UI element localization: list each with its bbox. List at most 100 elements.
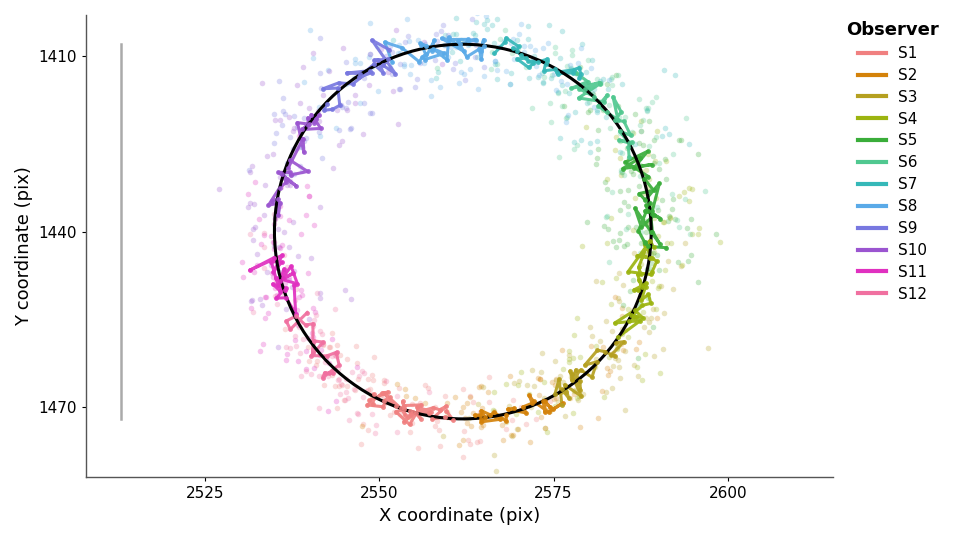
Point: [558, 411, 573, 420]
Point: [635, 281, 650, 289]
Point: [582, 147, 597, 156]
Point: [532, 374, 547, 383]
Point: [422, 76, 438, 85]
Point: [390, 49, 405, 57]
Point: [590, 102, 606, 110]
Point: [293, 348, 308, 357]
Point: [423, 46, 439, 55]
Point: [511, 42, 526, 51]
Point: [315, 373, 330, 382]
Point: [627, 110, 642, 118]
Point: [582, 106, 597, 115]
Point: [490, 75, 505, 83]
Point: [407, 394, 422, 403]
Point: [612, 205, 628, 214]
Point: [608, 145, 623, 154]
Point: [566, 389, 582, 398]
Point: [651, 164, 666, 173]
Point: [249, 249, 264, 258]
Point: [664, 205, 680, 214]
Point: [624, 138, 639, 147]
Point: [621, 153, 636, 161]
Point: [639, 241, 655, 249]
Point: [601, 100, 616, 109]
Point: [421, 408, 437, 417]
Point: [453, 36, 468, 44]
Point: [569, 141, 585, 150]
Point: [502, 79, 517, 88]
Point: [273, 116, 288, 125]
Point: [340, 106, 355, 115]
Point: [278, 316, 294, 325]
Point: [612, 148, 628, 157]
Point: [610, 342, 625, 350]
Point: [272, 244, 287, 253]
Point: [526, 382, 541, 390]
Point: [315, 340, 330, 348]
Point: [612, 363, 627, 372]
Point: [256, 242, 272, 251]
Point: [393, 404, 408, 413]
Point: [498, 425, 514, 434]
Point: [242, 199, 257, 207]
Point: [331, 381, 347, 390]
Point: [631, 182, 646, 191]
Point: [643, 259, 659, 267]
Point: [511, 424, 526, 433]
Point: [546, 70, 562, 79]
Point: [272, 242, 287, 251]
Point: [484, 21, 499, 29]
Point: [363, 50, 378, 58]
Point: [283, 170, 299, 179]
Point: [560, 80, 575, 89]
Point: [510, 36, 525, 44]
Point: [448, 30, 464, 39]
Point: [474, 404, 490, 413]
Point: [343, 123, 358, 132]
Point: [657, 218, 672, 226]
Point: [308, 114, 324, 123]
Point: [499, 417, 515, 426]
Point: [301, 191, 317, 200]
Point: [537, 394, 552, 402]
Point: [617, 325, 633, 334]
Point: [532, 375, 547, 383]
Point: [665, 194, 681, 203]
Point: [619, 240, 635, 248]
Point: [633, 127, 648, 136]
Point: [538, 423, 553, 432]
Point: [331, 361, 347, 369]
Point: [347, 55, 362, 63]
Point: [535, 348, 550, 357]
Point: [638, 283, 654, 292]
Point: [453, 57, 468, 65]
Point: [621, 317, 636, 326]
Point: [632, 338, 647, 347]
Legend: S1, S2, S3, S4, S5, S6, S7, S8, S9, S10, S11, S12: S1, S2, S3, S4, S5, S6, S7, S8, S9, S10,…: [840, 15, 945, 308]
Point: [276, 94, 291, 103]
Point: [490, 43, 505, 51]
Point: [612, 296, 627, 305]
Point: [684, 214, 699, 223]
Point: [445, 416, 461, 424]
Point: [586, 85, 601, 93]
Point: [253, 240, 269, 248]
Point: [655, 196, 670, 205]
Point: [639, 107, 655, 116]
Point: [690, 229, 706, 238]
Point: [282, 168, 298, 177]
Point: [434, 59, 449, 68]
Point: [550, 398, 565, 407]
Point: [373, 391, 389, 400]
Point: [280, 163, 296, 172]
Point: [592, 76, 608, 85]
Point: [568, 366, 584, 374]
Point: [281, 275, 297, 284]
Point: [520, 57, 536, 65]
Point: [505, 416, 520, 424]
Point: [374, 389, 390, 397]
Point: [606, 92, 621, 101]
Point: [645, 151, 660, 160]
Point: [377, 38, 393, 46]
Point: [592, 78, 608, 87]
